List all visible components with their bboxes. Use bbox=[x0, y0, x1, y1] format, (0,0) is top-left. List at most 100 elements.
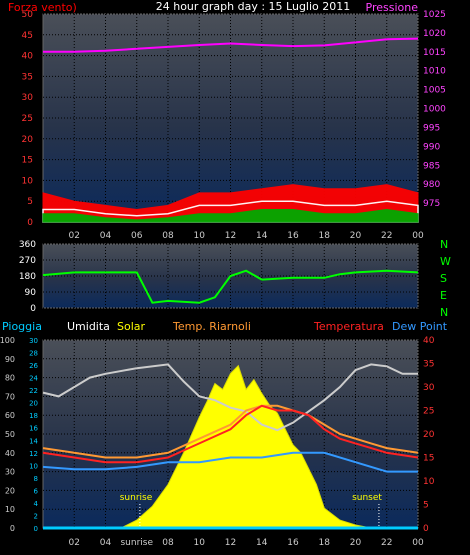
temp-x-tick: 00 bbox=[412, 538, 424, 548]
wind-x-tick: 06 bbox=[131, 231, 143, 241]
rain-y-tick: 16 bbox=[29, 425, 38, 433]
temp-y-tick: 5 bbox=[423, 501, 429, 511]
legend-umidita: Umidita bbox=[67, 320, 110, 333]
temp-x-tick: sunrise bbox=[120, 538, 153, 548]
legend-solar: Solar bbox=[117, 320, 146, 333]
wind-x-tick: 22 bbox=[381, 231, 392, 241]
direction-y-tick: 270 bbox=[19, 256, 36, 266]
direction-y-tick: 360 bbox=[19, 240, 36, 250]
wind-x-tick: 08 bbox=[162, 231, 174, 241]
wind-x-tick: 12 bbox=[225, 231, 236, 241]
temp-x-tick: 12 bbox=[225, 538, 236, 548]
temp-x-tick: 16 bbox=[287, 538, 299, 548]
compass-label-w: W bbox=[440, 255, 451, 268]
pressure-y-tick: 995 bbox=[423, 123, 440, 133]
rain-y-tick: 20 bbox=[29, 400, 38, 408]
wind-x-tick: 16 bbox=[287, 231, 299, 241]
wind-y-tick: 45 bbox=[22, 31, 33, 41]
wind-y-tick: 30 bbox=[22, 93, 34, 103]
wind-x-tick: 10 bbox=[194, 231, 206, 241]
wind-x-tick: 04 bbox=[100, 231, 112, 241]
temp-y-tick: 15 bbox=[423, 454, 434, 464]
series-pressione bbox=[43, 37, 419, 53]
chart-title: 24 hour graph day : 15 Luglio 2011 bbox=[156, 0, 351, 13]
rain-y-tick: 18 bbox=[29, 412, 38, 420]
humidity-y-tick: 10 bbox=[5, 505, 15, 514]
wind-direction-panel: 0 90 180 270 360 bbox=[19, 240, 419, 314]
temp-x-tick: 18 bbox=[319, 538, 331, 548]
pressure-y-tick: 1005 bbox=[423, 86, 446, 96]
compass-label-s: S bbox=[440, 272, 447, 285]
direction-y-tick: 90 bbox=[25, 288, 37, 298]
wind-y-tick: 10 bbox=[22, 176, 34, 186]
rain-y-tick: 30 bbox=[29, 337, 38, 345]
wind-x-tick: 00 bbox=[412, 231, 424, 241]
compass-label-n-bottom: N bbox=[440, 306, 448, 319]
temp-x-tick: 10 bbox=[194, 538, 206, 548]
rain-y-tick: 24 bbox=[29, 375, 38, 383]
rain-y-tick: 22 bbox=[29, 387, 38, 395]
pressure-y-tick: 975 bbox=[423, 199, 440, 209]
pressure-y-tick: 1000 bbox=[423, 105, 446, 115]
wind-y-tick: 15 bbox=[22, 156, 33, 166]
pressure-y-tick: 980 bbox=[423, 180, 440, 190]
legend-dew-point: Dew Point bbox=[392, 320, 448, 333]
series-direzione bbox=[42, 269, 419, 304]
humidity-y-tick: 0 bbox=[10, 524, 15, 533]
pressure-y-tick: 985 bbox=[423, 161, 440, 171]
humidity-y-tick: 60 bbox=[5, 411, 15, 420]
temp-y-tick: 30 bbox=[423, 383, 435, 393]
wind-y-tick: 5 bbox=[27, 197, 33, 207]
temp-y-tick: 35 bbox=[423, 360, 434, 370]
rain-y-tick: 2 bbox=[34, 512, 38, 520]
rain-y-tick: 4 bbox=[34, 500, 39, 508]
wind-x-tick: 02 bbox=[69, 231, 80, 241]
rain-y-tick: 12 bbox=[29, 450, 38, 458]
temperature-humidity-panel: 0102030405060708090100024681012141618202… bbox=[0, 336, 435, 548]
temp-x-tick: 04 bbox=[100, 538, 112, 548]
pressure-y-tick: 1010 bbox=[423, 67, 446, 77]
temp-x-tick: 08 bbox=[162, 538, 174, 548]
wind-speed-axis-label: Forza vento) bbox=[8, 1, 77, 14]
humidity-y-tick: 70 bbox=[5, 392, 15, 401]
pressure-y-tick: 1025 bbox=[423, 10, 446, 20]
wind-x-tick: 20 bbox=[350, 231, 362, 241]
compass-label-e: E bbox=[440, 289, 447, 302]
series-temperatura bbox=[42, 404, 419, 464]
series-temp-riarnoli bbox=[42, 404, 419, 459]
temp-y-tick: 25 bbox=[423, 407, 434, 417]
wind-x-tick: 18 bbox=[319, 231, 331, 241]
pressure-y-tick: 1015 bbox=[423, 48, 446, 58]
pressure-axis-label: Pressione bbox=[366, 1, 419, 14]
wind-y-tick: 50 bbox=[22, 10, 34, 20]
wind-y-tick: 35 bbox=[22, 72, 33, 82]
temp-x-tick: 22 bbox=[381, 538, 392, 548]
rain-y-tick: 26 bbox=[29, 362, 38, 370]
wind-y-tick: 40 bbox=[22, 52, 34, 62]
wind-pressure-panel: 0510152025303540455097598098599099510001… bbox=[22, 10, 447, 241]
temp-x-tick: 20 bbox=[350, 538, 362, 548]
temp-y-tick: 10 bbox=[423, 477, 435, 487]
compass-label-n-top: N bbox=[440, 238, 448, 251]
legend-temperatura: Temperatura bbox=[313, 320, 384, 333]
rain-y-tick: 8 bbox=[34, 475, 38, 483]
rain-y-tick: 14 bbox=[29, 437, 38, 445]
humidity-y-tick: 30 bbox=[5, 468, 15, 477]
series-dew-point bbox=[42, 451, 418, 473]
wind-y-tick: 20 bbox=[22, 135, 34, 145]
rain-y-tick: 6 bbox=[34, 487, 39, 495]
humidity-y-tick: 40 bbox=[5, 449, 15, 458]
pressure-y-tick: 1020 bbox=[423, 29, 446, 39]
temp-x-tick: 14 bbox=[256, 538, 268, 548]
humidity-y-tick: 80 bbox=[5, 374, 15, 383]
wind-y-tick: 0 bbox=[27, 218, 33, 228]
legend-temp-riarnoli: Temp. Riarnoli bbox=[172, 320, 251, 333]
direction-y-tick: 0 bbox=[30, 304, 36, 314]
pressure-y-tick: 990 bbox=[423, 142, 440, 152]
series-solar bbox=[120, 364, 372, 529]
wind-x-tick: 14 bbox=[256, 231, 268, 241]
sunrise-annotation: sunrise bbox=[120, 493, 153, 503]
wind-y-tick: 25 bbox=[22, 114, 33, 124]
rain-y-tick: 28 bbox=[29, 350, 38, 358]
temp-y-tick: 0 bbox=[423, 524, 429, 534]
